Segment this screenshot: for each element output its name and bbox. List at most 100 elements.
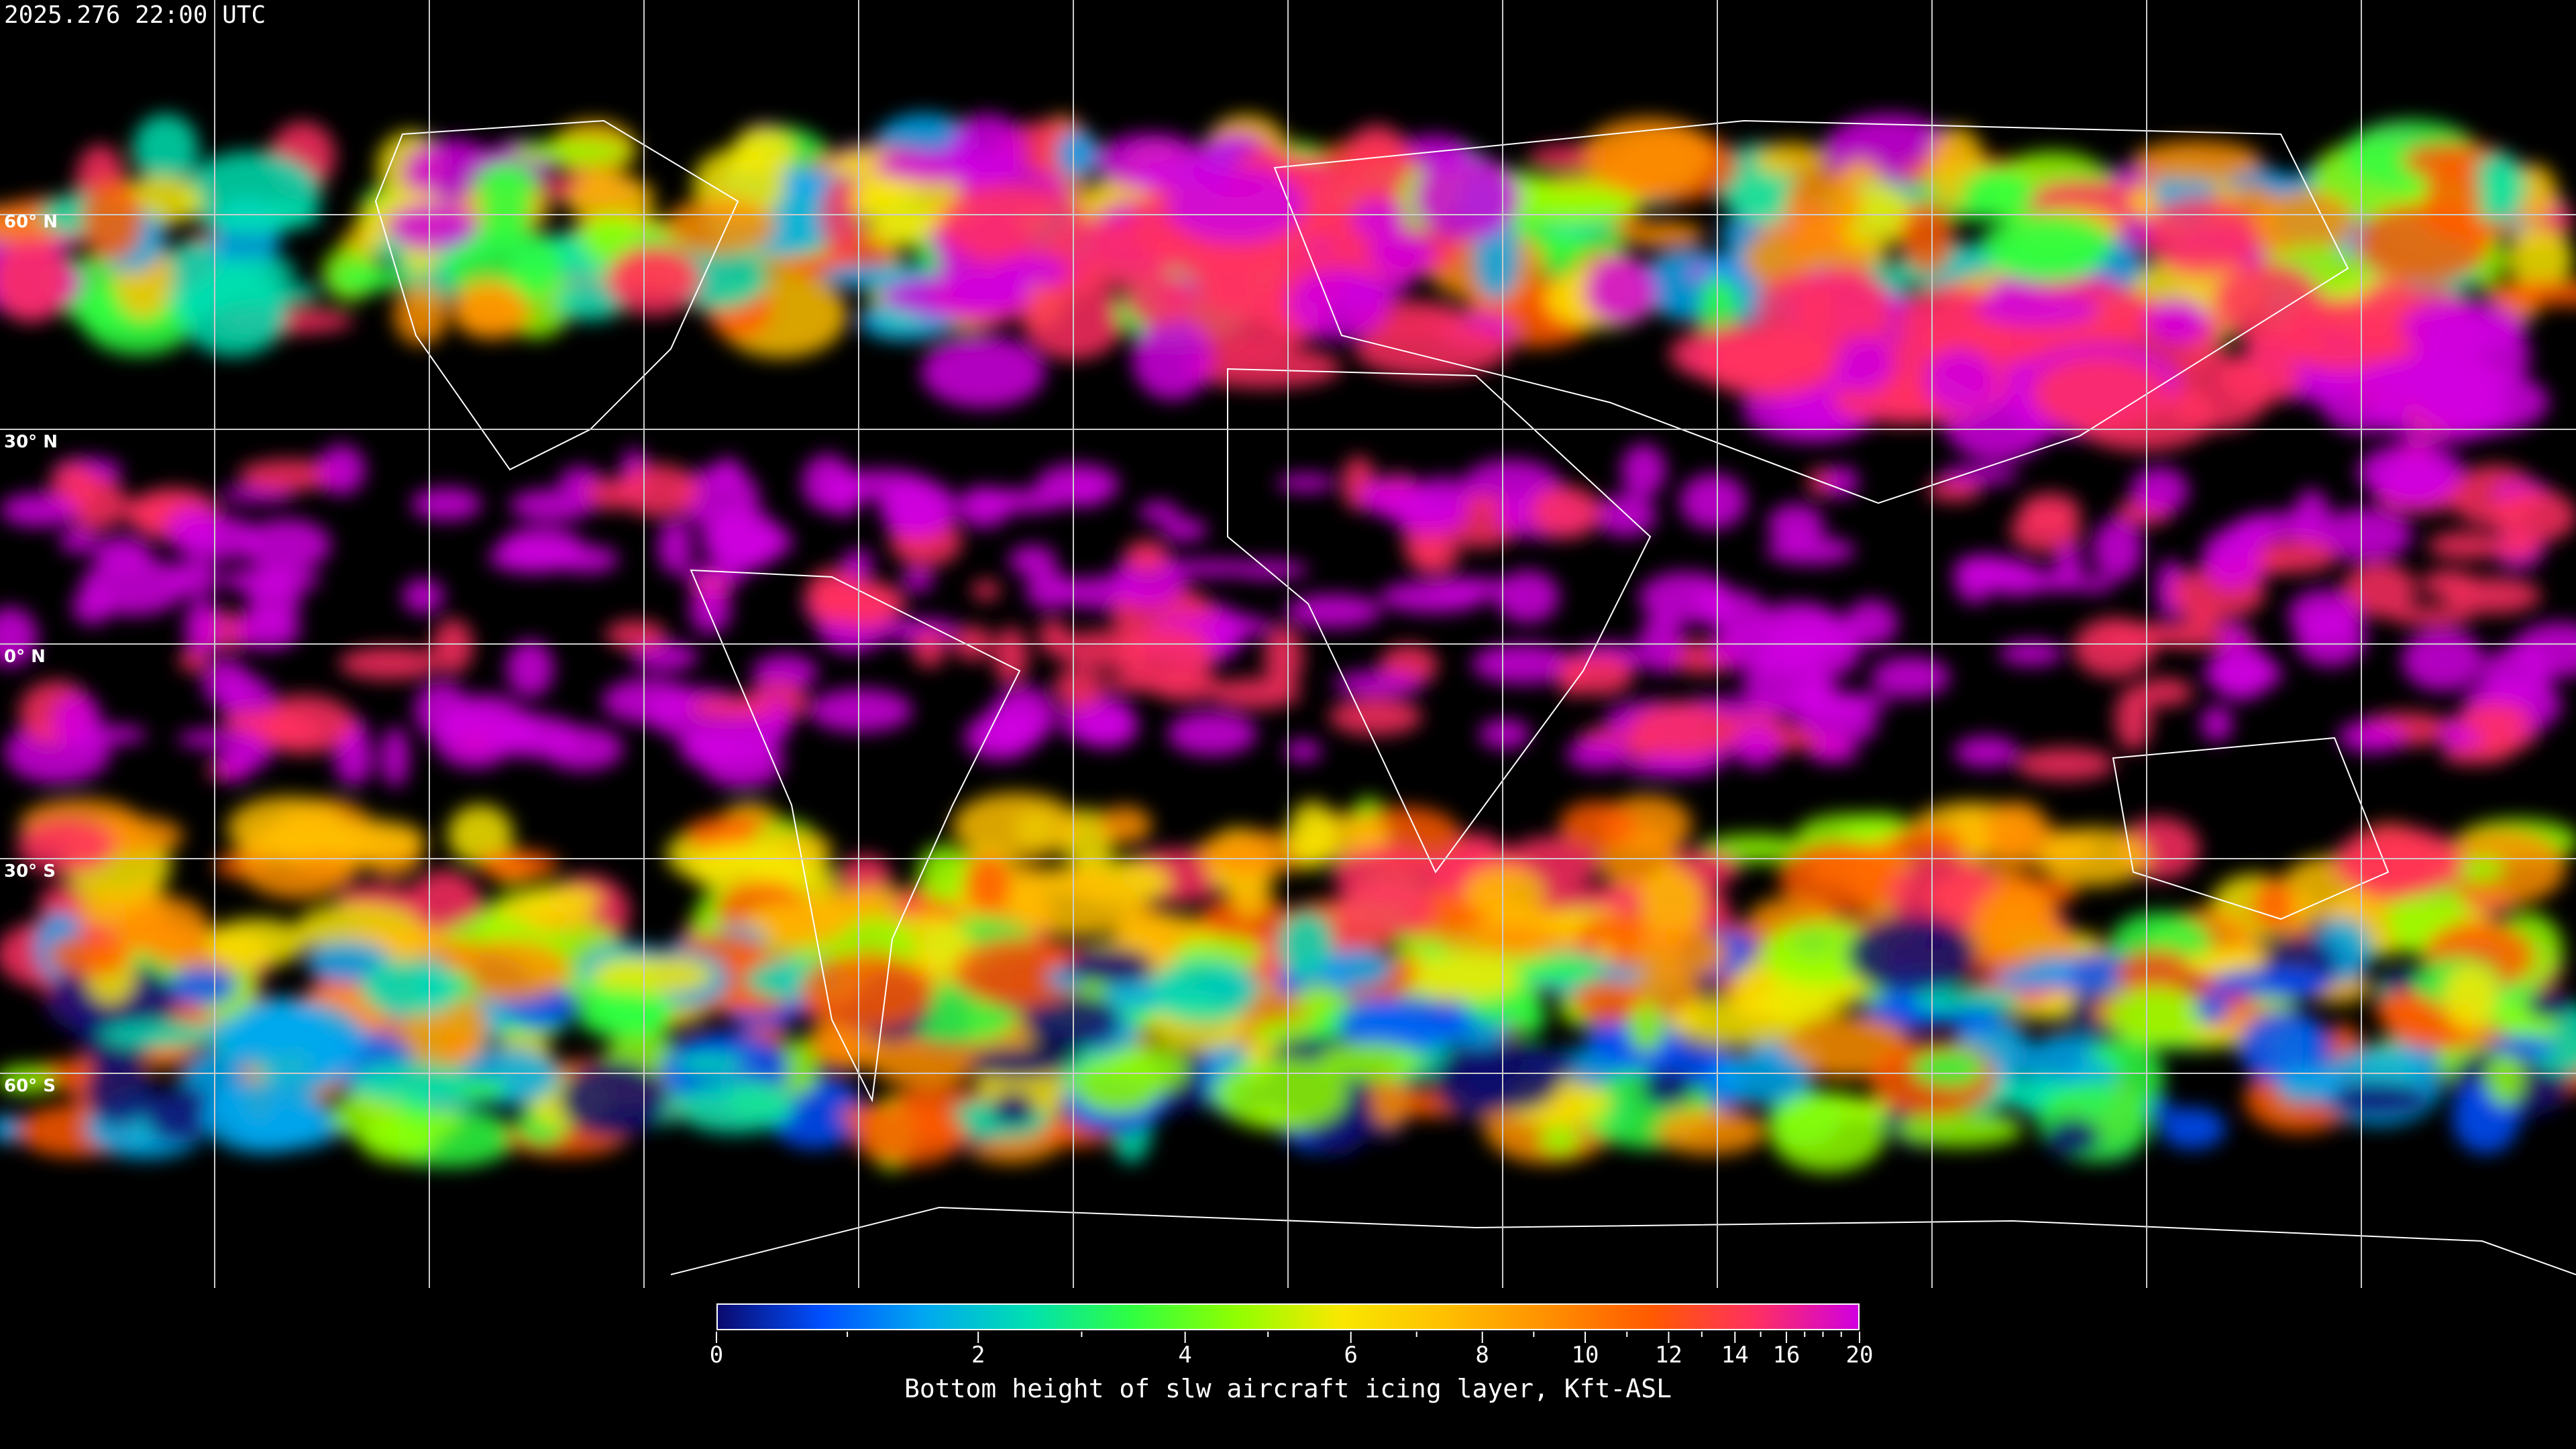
cloud-patch — [2132, 140, 2262, 181]
cloud-patch — [2277, 1067, 2341, 1104]
cloud-patch — [1754, 142, 1827, 177]
cloud-patch — [1332, 883, 1436, 937]
coastline — [1227, 368, 1652, 873]
cloud-patch — [1138, 501, 1180, 523]
cloud-patch — [675, 1051, 743, 1075]
lat-label-30s: 30° S — [4, 861, 56, 881]
cloud-patch — [2341, 562, 2417, 618]
cloud-patch — [0, 607, 38, 667]
cloud-patch — [953, 792, 1081, 860]
cloud-patch — [851, 1101, 966, 1166]
cloud-patch — [1287, 268, 1390, 340]
cloud-patch — [1566, 737, 1631, 771]
cloud-patch — [2131, 466, 2189, 515]
cloud-patch — [2458, 704, 2530, 734]
cloud-patch — [438, 998, 488, 1061]
colorbar-tick-label: 10 — [1571, 1342, 1599, 1368]
cloud-patch — [1654, 1108, 1766, 1155]
cloud-patch — [1975, 293, 2100, 327]
colorbar-tick-label: 14 — [1721, 1342, 1749, 1368]
cloud-patch — [2473, 151, 2526, 223]
cloud-patch — [1095, 133, 1207, 190]
cloud-patch — [360, 959, 464, 1017]
cloud-patch — [1460, 1041, 1563, 1113]
cloud-patch — [1056, 129, 1099, 178]
cloud-patch — [2374, 990, 2440, 1024]
cloud-patch — [238, 459, 343, 491]
cloud-patch — [1769, 1092, 1886, 1173]
cloud-patch — [686, 842, 806, 894]
cloud-patch — [2015, 748, 2115, 781]
cloud-patch — [1942, 1009, 2004, 1030]
cloud-patch — [809, 688, 913, 733]
cloud-patch — [1008, 545, 1057, 576]
cloud-patch — [1277, 474, 1336, 492]
cloud-patch — [1413, 154, 1521, 241]
colorbar-tick-label: 16 — [1772, 1342, 1801, 1368]
cloud-patch — [2109, 988, 2206, 1046]
cloud-patch — [2424, 156, 2481, 239]
cloud-patch — [842, 549, 873, 580]
cloud-patch — [1640, 1069, 1695, 1108]
cloud-patch — [1097, 806, 1152, 845]
cloud-patch — [262, 824, 360, 855]
cloud-patch — [453, 286, 533, 339]
coastline — [2112, 737, 2390, 920]
cloud-patch — [2114, 686, 2152, 751]
cloud-patch — [2332, 827, 2464, 898]
cloud-patch — [1472, 643, 1574, 684]
cloud-patch — [921, 335, 1045, 409]
cloud-patch — [554, 281, 627, 321]
cloud-patch — [765, 1075, 864, 1149]
cloud-patch — [1150, 957, 1257, 1024]
cloud-patch — [2219, 354, 2301, 405]
cloud-patch — [1350, 198, 1406, 240]
cloud-patch — [1925, 348, 1997, 413]
coastline — [670, 1206, 2576, 1275]
cloud-patch — [743, 902, 846, 947]
cloud-patch — [351, 1061, 466, 1104]
cloud-patch — [2092, 517, 2143, 580]
cloud-patch — [232, 610, 301, 650]
cloud-patch — [690, 584, 731, 635]
cloud-patch — [1411, 952, 1523, 1001]
colorbar-tick-label: 2 — [971, 1342, 985, 1368]
cloud-patch — [912, 630, 947, 667]
cloud-patch — [17, 818, 116, 875]
cloud-patch — [2136, 678, 2194, 706]
cloud-patch — [2427, 531, 2505, 559]
cloud-patch — [1835, 336, 1894, 392]
colorbar-tick-label: 4 — [1178, 1342, 1192, 1368]
cloud-patch — [170, 966, 237, 1006]
cloud-patch — [1896, 1112, 2023, 1147]
cloud-patch — [1911, 1049, 1984, 1087]
cloud-patch — [1054, 667, 1104, 708]
cloud-patch — [1338, 997, 1469, 1051]
cloud-patch — [317, 445, 366, 495]
cloud-patch — [2145, 297, 2209, 345]
cloud-patch — [1557, 655, 1587, 697]
cloud-patch — [359, 1115, 437, 1163]
cloud-patch — [1824, 466, 1859, 498]
cloud-patch — [2491, 488, 2576, 543]
cloud-patch — [1621, 221, 1705, 248]
cloud-patch — [1584, 256, 1658, 324]
cloud-patch — [2237, 512, 2320, 539]
cloud-patch — [1623, 757, 1708, 776]
cloud-patch — [1333, 671, 1424, 696]
cloud-patch — [93, 536, 152, 570]
cloud-patch — [917, 844, 970, 904]
cloud-patch — [2143, 196, 2259, 276]
colorbar-tick-label: 0 — [709, 1342, 724, 1368]
cloud-patch — [880, 274, 1033, 319]
cloud-patch — [2019, 492, 2081, 530]
cloud-patch — [1075, 706, 1138, 749]
cloud-patch — [2195, 991, 2230, 1024]
cloud-patch — [201, 1080, 327, 1154]
cloud-patch — [1072, 1055, 1164, 1114]
cloud-patch — [676, 1080, 796, 1134]
cloud-patch — [2420, 570, 2476, 598]
cloud-patch — [953, 936, 1086, 1007]
cloud-patch — [86, 725, 147, 744]
cloud-patch — [1285, 739, 1322, 762]
